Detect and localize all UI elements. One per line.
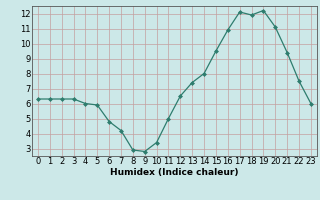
X-axis label: Humidex (Indice chaleur): Humidex (Indice chaleur): [110, 168, 239, 177]
